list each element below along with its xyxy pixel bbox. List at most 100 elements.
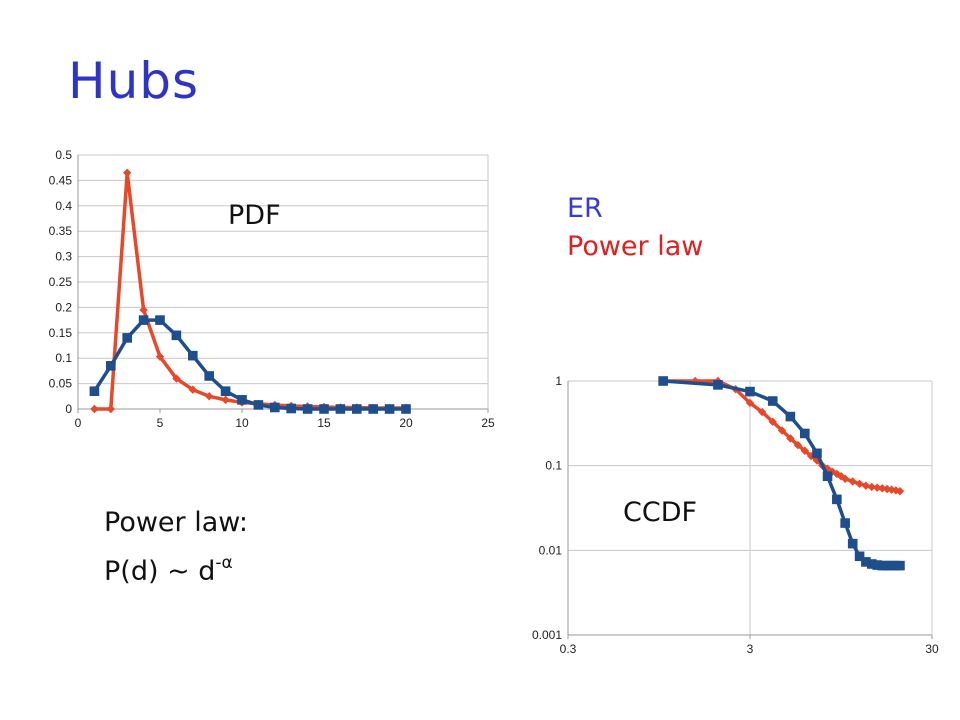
chart0-xtick-label: 0 [75, 416, 82, 430]
chart0-er-point [368, 404, 378, 414]
chart0-er-point [401, 404, 411, 414]
formula-heading: Power law: [104, 507, 248, 538]
chart0-er-point [237, 395, 247, 405]
power-law-formula: Power law: P(d) ~ d-α [104, 503, 248, 592]
chart0-er-point [106, 361, 116, 371]
chart1-er-point [713, 380, 723, 390]
chart1-ytick-label: 0.01 [539, 543, 563, 557]
chart1-er-point [866, 559, 877, 569]
chart1-er-point [767, 396, 778, 406]
chart0-xtick-label: 20 [399, 416, 413, 430]
chart0-er-point [335, 404, 346, 414]
chart0-er-point [138, 315, 149, 325]
chart0-er-point [270, 402, 280, 413]
chart1-er-point [854, 551, 865, 562]
chart1-er-point [799, 428, 810, 439]
chart1-power_law-point [745, 398, 755, 408]
chart1-er-point [832, 494, 842, 505]
chart0-xtick-label: 25 [481, 416, 495, 430]
chart0-er-point [220, 386, 231, 397]
chart0-er-point [204, 371, 214, 381]
chart0-ytick-label: 0.35 [49, 224, 73, 238]
chart1-xtick-label: 0.3 [560, 642, 577, 656]
chart1-er-point [745, 386, 755, 397]
chart1-ytick-label: 1 [555, 374, 562, 388]
chart0-ytick-label: 0.5 [55, 148, 72, 162]
chart1-power_law-point [806, 451, 816, 461]
chart0-er-point [319, 404, 329, 414]
chart1-er-point [812, 448, 822, 459]
chart1-power_law-point [882, 484, 892, 494]
chart1-er-point [872, 560, 883, 570]
chart0-er-point [171, 330, 182, 341]
chart1-power_law-point [823, 464, 832, 473]
chart0-er-point [384, 404, 395, 414]
chart1-power_law-point [757, 407, 767, 417]
chart0-er-point [122, 333, 132, 343]
chart0-ytick-label: 0.05 [49, 377, 73, 391]
chart0-ytick-label: 0.2 [55, 300, 72, 314]
chart0-er-point [188, 350, 198, 361]
chart0-er-point [302, 404, 313, 414]
chart0-er-point [352, 404, 362, 414]
chart1-er-point [895, 560, 905, 571]
chart1-xtick-label: 30 [925, 642, 939, 656]
formula-expression: P(d) ~ d-α [104, 543, 248, 592]
chart0-power_law-point [205, 392, 214, 401]
chart0-ytick-label: 0.1 [55, 351, 72, 365]
chart1-er-point [847, 538, 858, 549]
chart1-power_law-point [873, 483, 882, 492]
chart1-power_law-point [786, 434, 795, 443]
chart0-ytick-label: 0.45 [49, 173, 73, 187]
chart0-power_law-point [123, 168, 132, 177]
pdf-chart-label: PDF [228, 200, 281, 231]
chart1-power_law-point [840, 474, 850, 483]
chart0-power_law-point [172, 374, 181, 383]
ccdf-chart-label: CCDF [623, 497, 698, 528]
chart0-er-point [89, 386, 100, 397]
chart1-er-point [840, 518, 850, 528]
chart1-xtick-label: 3 [747, 642, 754, 656]
chart1-ytick-label: 0.1 [545, 459, 562, 473]
chart0-power_law-point [221, 395, 230, 405]
chart0-xtick-label: 15 [317, 416, 331, 430]
chart0-er-point [155, 315, 165, 325]
chart1-power_law-point [848, 477, 857, 486]
chart1-power_law-line [663, 379, 901, 493]
chart1-power_law-point [768, 417, 777, 426]
formula-base: P(d) ~ d [104, 556, 216, 587]
chart0-ytick-label: 0 [65, 402, 72, 416]
chart0-er-point [286, 403, 296, 414]
formula-exponent: -α [215, 553, 233, 573]
chart1-power_law-point [793, 440, 803, 450]
chart1-power_law-point [878, 484, 887, 493]
chart0-xtick-label: 5 [157, 416, 164, 430]
chart1-power_law-point [800, 446, 809, 455]
slide-title: Hubs [68, 52, 200, 110]
chart1-er-point [785, 411, 796, 422]
chart0-er-line [92, 318, 406, 411]
chart1-er-line [663, 379, 900, 568]
legend-power-law: Power law [567, 231, 704, 262]
chart0-ytick-label: 0.3 [55, 250, 72, 264]
chart0-xtick-label: 10 [235, 416, 249, 430]
chart0-power_law-point [155, 352, 165, 361]
chart1-power_law-point [855, 479, 864, 489]
chart0-ytick-label: 0.25 [49, 275, 73, 289]
chart0-power_law-point [106, 404, 115, 414]
chart1-power_law-point [777, 426, 787, 435]
chart0-power_law-point [90, 404, 99, 414]
chart1-er-point [861, 557, 871, 567]
chart0-power_law-point [188, 385, 197, 394]
chart1-power_law-point [861, 481, 871, 490]
chart1-ytick-label: 0.001 [532, 628, 562, 642]
chart1-power_law-point [895, 486, 905, 496]
legend-er: ER [567, 193, 603, 224]
chart1-power_law-point [867, 482, 876, 492]
chart0-ytick-label: 0.15 [49, 326, 73, 340]
legend: ER Power law [567, 190, 703, 266]
chart0-power_law-point [139, 305, 148, 315]
chart1-er-point [658, 376, 668, 386]
chart0-ytick-label: 0.4 [55, 199, 72, 213]
